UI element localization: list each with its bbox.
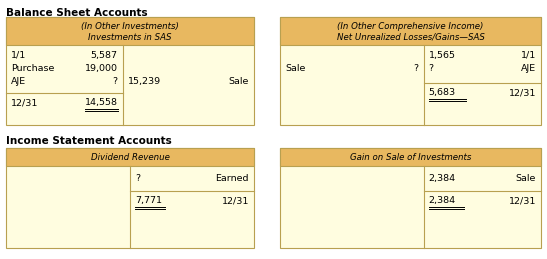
Text: 2,384: 2,384 xyxy=(428,174,456,183)
Text: ?: ? xyxy=(135,174,140,183)
Text: 12/31: 12/31 xyxy=(509,88,536,97)
Bar xyxy=(280,17,541,125)
Text: Balance Sheet Accounts: Balance Sheet Accounts xyxy=(6,8,148,18)
Text: 19,000: 19,000 xyxy=(85,64,118,73)
Text: (In Other Comprehensive Income): (In Other Comprehensive Income) xyxy=(337,22,484,31)
Text: AJE: AJE xyxy=(521,64,536,73)
Text: 7,771: 7,771 xyxy=(135,196,162,205)
Text: 14,558: 14,558 xyxy=(85,98,118,107)
Text: 1,565: 1,565 xyxy=(428,51,456,60)
Text: ?: ? xyxy=(414,64,418,73)
Text: Income Statement Accounts: Income Statement Accounts xyxy=(6,136,172,146)
Text: Investments in SAS: Investments in SAS xyxy=(88,33,172,42)
Bar xyxy=(280,148,541,166)
Text: 5,683: 5,683 xyxy=(428,88,456,97)
Text: AJE: AJE xyxy=(11,77,26,86)
Text: Dividend Revenue: Dividend Revenue xyxy=(91,153,170,162)
Text: Sale: Sale xyxy=(229,77,249,86)
Text: 12/31: 12/31 xyxy=(509,196,536,205)
Text: Purchase: Purchase xyxy=(11,64,54,73)
Text: Earned: Earned xyxy=(216,174,249,183)
Text: ?: ? xyxy=(428,64,434,73)
Text: 12/31: 12/31 xyxy=(222,196,249,205)
Bar xyxy=(6,17,254,125)
Text: 1/1: 1/1 xyxy=(521,51,536,60)
Text: 1/1: 1/1 xyxy=(11,51,26,60)
Text: (In Other Investments): (In Other Investments) xyxy=(81,22,179,31)
Bar xyxy=(280,148,541,248)
Text: 12/31: 12/31 xyxy=(11,98,38,107)
Text: Sale: Sale xyxy=(285,64,305,73)
Bar xyxy=(6,148,254,248)
Text: 2,384: 2,384 xyxy=(428,196,456,205)
Bar xyxy=(6,17,254,45)
Text: Sale: Sale xyxy=(516,174,536,183)
Text: Gain on Sale of Investments: Gain on Sale of Investments xyxy=(350,153,471,162)
Text: ?: ? xyxy=(113,77,118,86)
Text: Net Unrealized Losses/Gains—SAS: Net Unrealized Losses/Gains—SAS xyxy=(336,33,485,42)
Bar xyxy=(6,148,254,166)
Text: 5,587: 5,587 xyxy=(91,51,118,60)
Bar xyxy=(280,17,541,45)
Text: 15,239: 15,239 xyxy=(127,77,161,86)
